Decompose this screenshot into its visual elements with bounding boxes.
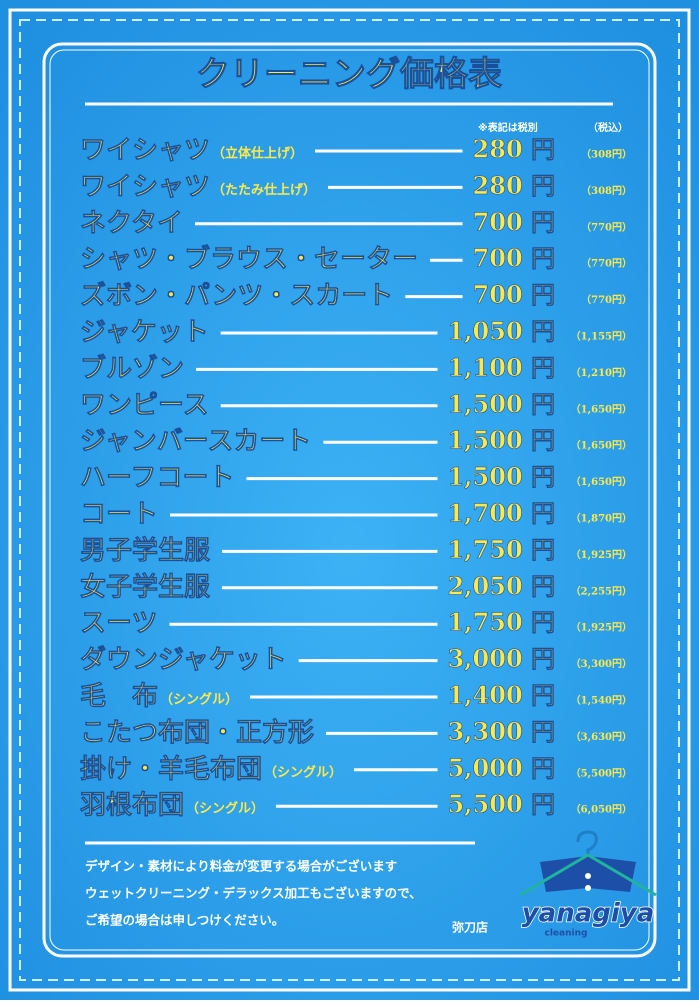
item-price: 1,100 円 (447, 353, 555, 382)
item-price: 3,300 円 (447, 717, 555, 746)
item-price: 700 円 (473, 244, 555, 273)
item-price: 280 円 (473, 135, 555, 164)
item-taxed: （5,500円） (571, 766, 632, 779)
item-note: （シングル） (186, 801, 264, 817)
item-price: 1,750 円 (447, 608, 555, 637)
item-price: 1,500 円 (447, 389, 555, 418)
item-name: ジャンバースカート (80, 427, 311, 457)
ornament-border (19, 19, 680, 981)
item-name: ワイシャツ (80, 136, 210, 166)
item-note: （立体仕上げ） (212, 146, 303, 162)
note-incl: （税込） (588, 121, 628, 134)
footer-note: ご希望の場合は申しつけください。 (85, 913, 284, 928)
item-name: ブルゾン (80, 353, 184, 384)
logo-sub: cleaning (545, 929, 588, 939)
item-name: こたつ布団・正方形 (80, 717, 314, 748)
item-price: 1,400 円 (447, 681, 555, 710)
item-taxed: （770円） (581, 293, 632, 306)
item-taxed: （770円） (581, 220, 632, 233)
item-taxed: （308円） (581, 184, 632, 197)
item-name: 女子学生服 (80, 571, 211, 602)
item-taxed: （1,650円） (571, 439, 632, 452)
item-name: ズボン・パンツ・スカート (80, 280, 393, 311)
item-taxed: （1,210円） (571, 366, 632, 379)
item-taxed: （3,630円） (571, 730, 632, 743)
item-name: 毛 布 (80, 682, 158, 712)
footer-note: ウェットクリーニング・デラックス加工もございますので、 (85, 886, 422, 901)
inner-border (42, 42, 657, 958)
item-name: 羽根布団 (80, 791, 184, 821)
item-price: 1,500 円 (447, 426, 555, 455)
item-price: 5,500 円 (447, 790, 555, 819)
item-price: 1,500 円 (447, 462, 555, 491)
logo-text: yanagiya (522, 899, 655, 929)
item-price: 1,050 円 (447, 317, 555, 346)
outer-border (8, 8, 691, 992)
item-note: （シングル） (264, 764, 342, 780)
item-name: ダウンジャケット (80, 644, 287, 675)
item-taxed: （1,155円） (571, 330, 632, 343)
item-note: （シングル） (160, 692, 238, 708)
item-taxed: （1,925円） (571, 548, 632, 561)
item-price: 700 円 (473, 207, 555, 236)
item-name: ワンピース (80, 390, 209, 420)
footer-note: デザイン・素材により料金が変更する場合がございます (85, 859, 397, 874)
item-name: コート (80, 500, 158, 530)
title: クリーニング価格表 (196, 55, 502, 95)
item-price: 3,000 円 (447, 644, 555, 673)
item-taxed: （1,650円） (571, 475, 632, 488)
item-name: 掛け・羊毛布団 (80, 753, 262, 784)
item-price: 5,000 円 (447, 753, 555, 782)
store-name: 弥刀店 (452, 920, 488, 935)
logo-icon (519, 830, 657, 897)
item-name: ネクタイ (80, 208, 183, 238)
item-price: 280 円 (473, 171, 555, 200)
item-name: スーツ (80, 609, 157, 639)
item-taxed: （770円） (581, 257, 632, 270)
item-taxed: （3,300円） (571, 657, 632, 670)
item-name: シャツ・ブラウス・セーター (80, 244, 418, 275)
item-taxed: （1,650円） (571, 402, 632, 415)
item-taxed: （308円） (581, 148, 632, 161)
inner-border-thin (49, 49, 650, 951)
item-name: ジャケット (80, 318, 209, 348)
item-taxed: （6,050円） (571, 803, 632, 816)
item-price: 700 円 (473, 280, 555, 309)
item-price: 1,700 円 (447, 499, 555, 528)
item-price: 1,750 円 (447, 535, 555, 564)
item-price: 2,050 円 (447, 571, 555, 600)
item-taxed: （1,925円） (571, 621, 632, 634)
item-note: （たたみ仕上げ） (212, 182, 316, 198)
item-name: 男子学生服 (80, 535, 211, 566)
note-excl: ※表記は税別 (478, 121, 538, 134)
item-taxed: （1,540円） (571, 694, 632, 707)
item-name: ワイシャツ (80, 172, 210, 202)
item-taxed: （2,255円） (571, 584, 632, 597)
item-name: ハーフコート (80, 463, 234, 493)
item-taxed: （1,870円） (571, 512, 632, 525)
